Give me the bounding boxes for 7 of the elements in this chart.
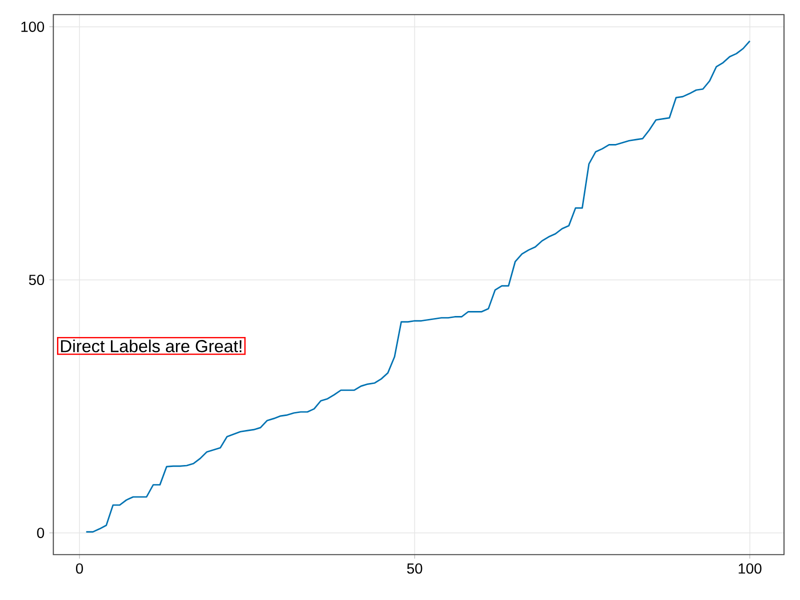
x-tick-label: 100 [738, 563, 762, 574]
x-tick-label: 50 [407, 563, 422, 574]
y-tick-label: 100 [21, 22, 44, 32]
annotation: Direct Labels are Great! [61, 340, 242, 352]
y-tick-label: 0 [37, 528, 44, 538]
y-tick-label: 50 [28, 274, 44, 286]
x-tick-label: 0 [76, 563, 83, 574]
